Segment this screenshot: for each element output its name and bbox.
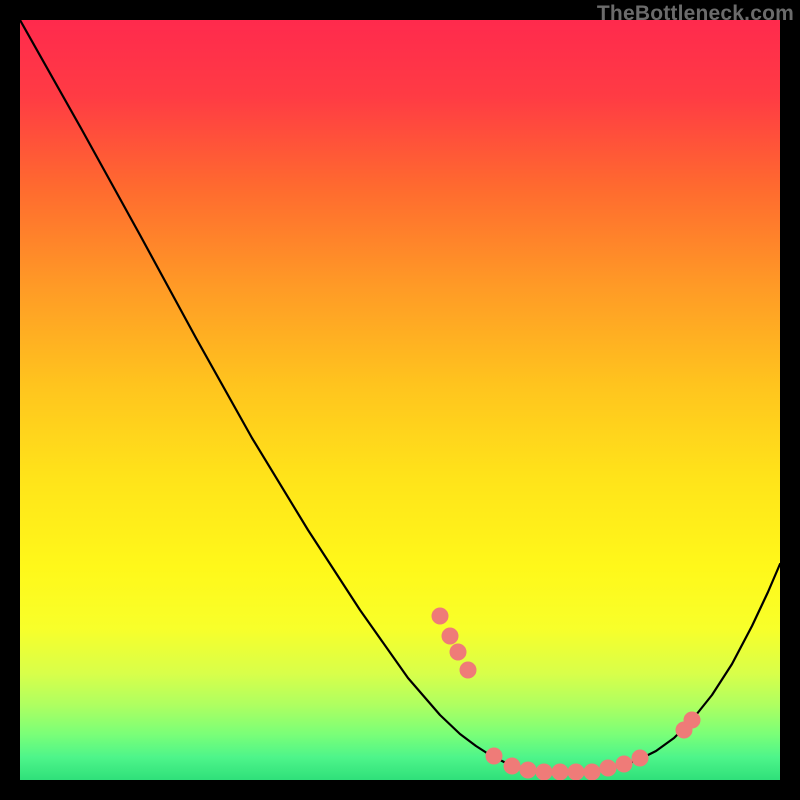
data-point <box>486 748 502 764</box>
data-point <box>616 756 632 772</box>
data-point <box>460 662 476 678</box>
data-point <box>450 644 466 660</box>
data-point <box>504 758 520 774</box>
chart-frame: TheBottleneck.com <box>0 0 800 800</box>
data-point <box>584 764 600 780</box>
data-point <box>600 760 616 776</box>
watermark-text: TheBottleneck.com <box>597 2 794 26</box>
plot-area <box>20 20 780 780</box>
data-point <box>552 764 568 780</box>
data-point <box>568 764 584 780</box>
data-point <box>632 750 648 766</box>
data-point <box>520 762 536 778</box>
plot-svg <box>20 20 780 780</box>
data-point <box>432 608 448 624</box>
data-point <box>442 628 458 644</box>
data-point <box>536 764 552 780</box>
data-point <box>684 712 700 728</box>
